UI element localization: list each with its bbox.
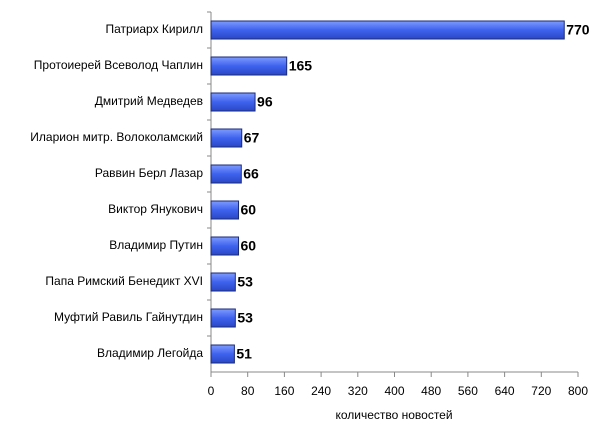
- bar: [210, 272, 236, 292]
- y-tick-label: Владимир Легойда: [97, 346, 203, 360]
- x-tick-label: 160: [274, 384, 294, 398]
- y-tick-label: Патриарх Кирилл: [105, 22, 203, 36]
- bar: [210, 344, 235, 364]
- x-tick-label: 480: [421, 384, 441, 398]
- value-label: 51: [236, 346, 252, 362]
- y-tick-label: Муфтий Равиль Гайнутдин: [54, 310, 203, 324]
- x-tick-label: 800: [568, 384, 588, 398]
- bar: [210, 308, 236, 328]
- y-tick-label: Владимир Путин: [109, 238, 203, 252]
- x-axis-label: количество новостей: [335, 408, 452, 422]
- value-label: 770: [566, 22, 590, 38]
- value-label: 60: [241, 202, 257, 218]
- x-tick-label: 400: [384, 384, 404, 398]
- y-tick-label: Дмитрий Медведев: [95, 94, 203, 108]
- bar: [210, 236, 240, 256]
- x-tick-label: 720: [531, 384, 551, 398]
- bar: [210, 164, 242, 184]
- y-tick-label: Раввин Берл Лазар: [95, 166, 203, 180]
- bar: [210, 128, 243, 148]
- value-label: 60: [241, 238, 257, 254]
- x-tick-label: 80: [241, 384, 255, 398]
- y-tick-label: Протоиерей Всеволод Чаплин: [34, 58, 203, 72]
- bar: [210, 92, 256, 112]
- x-tick-label: 640: [495, 384, 515, 398]
- x-tick-label: 560: [458, 384, 478, 398]
- x-tick-label: 0: [208, 384, 215, 398]
- y-tick-label: Папа Римский Бенедикт XVI: [45, 274, 203, 288]
- bar: [210, 20, 565, 40]
- x-tick-label: 240: [311, 384, 331, 398]
- x-tick-label: 320: [348, 384, 368, 398]
- value-label: 66: [243, 166, 259, 182]
- value-label: 165: [289, 58, 313, 74]
- value-label: 67: [244, 130, 260, 146]
- value-label: 53: [237, 274, 253, 290]
- y-tick-label: Иларион митр. Волоколамский: [30, 130, 203, 144]
- value-label: 96: [257, 94, 273, 110]
- bar: [210, 56, 288, 76]
- y-tick-label: Виктор Янукович: [108, 202, 203, 216]
- value-label: 53: [237, 310, 253, 326]
- bar: [210, 200, 240, 220]
